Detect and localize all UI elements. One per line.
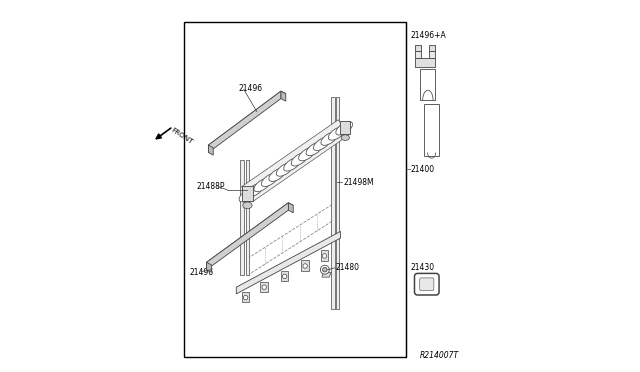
Polygon shape [240, 160, 244, 275]
Polygon shape [321, 250, 328, 261]
Text: 21430: 21430 [410, 263, 434, 272]
Polygon shape [420, 69, 435, 100]
Bar [184, 22, 406, 357]
Ellipse shape [291, 153, 308, 166]
Circle shape [321, 265, 330, 274]
Polygon shape [429, 45, 435, 51]
Polygon shape [209, 91, 286, 148]
Polygon shape [331, 97, 335, 309]
Polygon shape [322, 272, 331, 277]
FancyBboxPatch shape [420, 278, 434, 291]
Polygon shape [248, 203, 335, 275]
Text: 21498M: 21498M [343, 178, 374, 187]
Polygon shape [207, 203, 289, 270]
Text: 21496: 21496 [189, 268, 213, 277]
Polygon shape [429, 51, 435, 58]
Circle shape [322, 254, 326, 258]
Polygon shape [209, 145, 213, 155]
Polygon shape [301, 260, 309, 271]
Polygon shape [289, 203, 293, 213]
Ellipse shape [328, 127, 345, 140]
Polygon shape [415, 51, 421, 58]
Polygon shape [207, 262, 211, 272]
Ellipse shape [306, 142, 323, 155]
Polygon shape [209, 91, 281, 153]
Polygon shape [242, 186, 253, 201]
Polygon shape [281, 271, 289, 281]
Circle shape [243, 295, 248, 300]
Ellipse shape [336, 122, 353, 135]
Ellipse shape [321, 132, 338, 145]
Ellipse shape [239, 189, 256, 202]
Ellipse shape [269, 168, 285, 182]
Polygon shape [260, 282, 268, 292]
Text: 21400: 21400 [410, 165, 434, 174]
Polygon shape [415, 45, 421, 51]
Text: 21496: 21496 [238, 84, 262, 93]
Ellipse shape [341, 135, 349, 141]
Circle shape [262, 285, 266, 289]
Polygon shape [242, 292, 250, 302]
Ellipse shape [261, 173, 278, 186]
Ellipse shape [254, 178, 271, 192]
Ellipse shape [284, 158, 301, 171]
Polygon shape [415, 58, 435, 67]
Ellipse shape [246, 183, 263, 197]
Ellipse shape [276, 163, 293, 176]
Text: R214007T: R214007T [419, 351, 459, 360]
Polygon shape [340, 121, 349, 134]
Polygon shape [246, 160, 248, 275]
Text: FRONT: FRONT [170, 126, 193, 145]
Polygon shape [337, 97, 339, 309]
Ellipse shape [314, 137, 330, 151]
Text: 21480: 21480 [335, 263, 360, 272]
Polygon shape [424, 104, 439, 156]
Polygon shape [281, 91, 286, 101]
Polygon shape [207, 203, 293, 265]
Ellipse shape [243, 202, 252, 209]
Text: 21488P: 21488P [196, 182, 225, 191]
Circle shape [323, 267, 327, 272]
FancyBboxPatch shape [415, 273, 439, 295]
Text: 21496+A: 21496+A [410, 31, 446, 40]
Ellipse shape [299, 147, 316, 161]
Circle shape [282, 274, 287, 279]
Polygon shape [241, 120, 349, 202]
Polygon shape [236, 231, 340, 294]
Circle shape [303, 264, 307, 268]
